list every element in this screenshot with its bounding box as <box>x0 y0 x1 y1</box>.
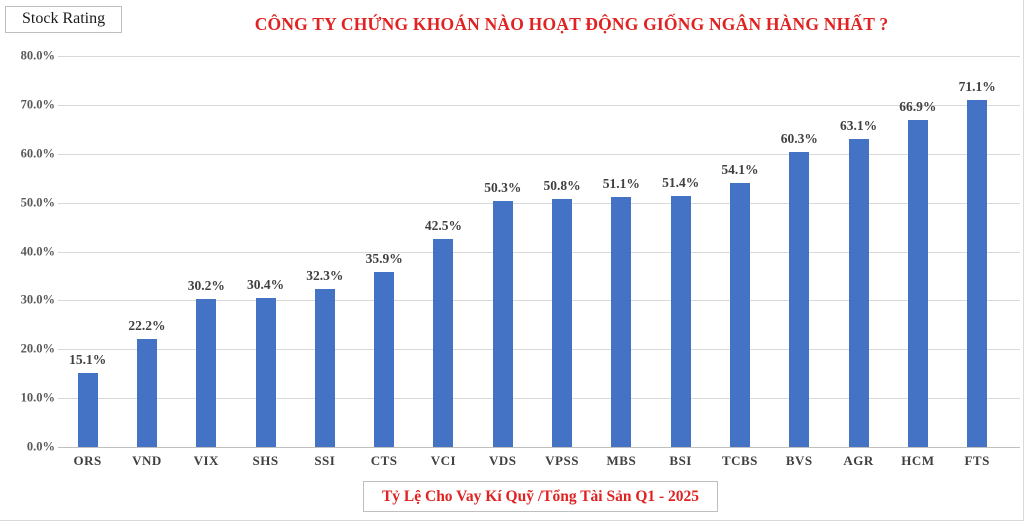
plot-area: 80.0% 70.0% 60.0% 50.0% 40.0% 30.0% 20.0% 10.0%… <box>0 49 1023 454</box>
bar-bvs <box>789 152 810 447</box>
bar-shs <box>255 298 276 447</box>
bar-cts <box>374 271 395 447</box>
bar-value-label: 50.8% <box>543 177 581 193</box>
bar-value-label: 66.9% <box>899 99 937 115</box>
bar-value-label: 22.2% <box>128 317 166 333</box>
bar-value-label: 63.1% <box>839 117 878 133</box>
gridline <box>58 153 1020 155</box>
bar-tcbs <box>729 182 750 447</box>
x-axis-category-label: TCBS <box>721 453 758 468</box>
bar-value-label: 51.1% <box>602 176 640 192</box>
gridline <box>58 251 1020 253</box>
x-axis-category-label: VND <box>132 453 162 468</box>
x-axis-category-label: ORS <box>73 453 102 468</box>
gridline <box>58 349 1020 351</box>
y-axis-tick-label: 30.0% <box>20 292 55 307</box>
bar-agr <box>848 138 869 447</box>
y-axis-tick-label: 80.0% <box>20 48 55 63</box>
y-axis-tick-label: 70.0% <box>20 97 55 112</box>
bar-value-label: 71.1% <box>958 78 996 94</box>
bar-value-label: 15.1% <box>69 352 107 368</box>
gridline <box>58 56 1020 57</box>
y-axis-tick-label: 50.0% <box>20 195 55 210</box>
x-axis-category-label: BSI <box>669 453 692 468</box>
x-axis-category-label: AGR <box>843 453 874 468</box>
chart-footer-label: Tỷ Lệ Cho Vay Kí Quỹ /Tổng Tài Sản Q1 - … <box>363 481 718 512</box>
bar-bsi <box>670 195 691 447</box>
bar-value-label: 42.5% <box>424 218 462 234</box>
y-axis-tick-label: 10.0% <box>20 390 55 405</box>
bar-vds <box>492 201 513 447</box>
bar-vnd <box>136 338 157 447</box>
gridline <box>58 398 1020 400</box>
bar-value-label: 54.1% <box>721 161 759 177</box>
y-axis-tick-label: 20.0% <box>20 341 55 356</box>
bar-ssi <box>314 289 335 447</box>
bar-vix <box>196 299 217 447</box>
x-axis-category-label: BVS <box>785 453 813 468</box>
y-axis-tick-label: 40.0% <box>20 244 55 258</box>
bar-vci <box>433 239 454 447</box>
y-axis-tick-label: 60.0% <box>20 146 55 161</box>
x-axis-category-label: VPSS <box>545 453 579 468</box>
x-axis-category-label: VDS <box>488 453 517 468</box>
x-axis-category-label: SSI <box>314 453 336 468</box>
x-axis-category-label: MBS <box>606 453 637 468</box>
bar-value-label: 32.3% <box>306 268 344 284</box>
stock-rating-badge: Stock Rating <box>5 6 123 33</box>
x-axis-category-label: HCM <box>901 453 935 468</box>
bar-value-label: 30.4% <box>246 277 285 293</box>
gridline <box>58 202 1020 204</box>
bar-value-label: 35.9% <box>365 250 403 266</box>
bar-fts <box>967 99 988 447</box>
bar-vpss <box>552 198 573 447</box>
x-axis-category-label: VIX <box>193 453 219 468</box>
x-axis-category-label: SHS <box>252 453 279 468</box>
bar-value-label: 50.3% <box>484 180 522 196</box>
bar-hcm <box>907 120 928 447</box>
x-axis-category-label: FTS <box>964 453 990 468</box>
bar-mbs <box>611 197 632 447</box>
y-axis-tick-label: 0.0% <box>26 439 55 454</box>
gridline <box>58 104 1020 106</box>
x-axis-line <box>58 447 1020 448</box>
bar-value-label: 30.2% <box>187 278 225 294</box>
x-axis-category-label: CTS <box>370 453 398 468</box>
x-axis-category-label: VCI <box>430 453 457 468</box>
bar-value-label: 60.3% <box>780 131 818 147</box>
gridline <box>58 300 1020 302</box>
bar-value-label: 51.4% <box>662 174 700 190</box>
bar-ors <box>77 373 98 447</box>
chart-title: CÔNG TY CHỨNG KHOÁN NÀO HOẠT ĐỘNG GIỐNG … <box>254 14 889 34</box>
